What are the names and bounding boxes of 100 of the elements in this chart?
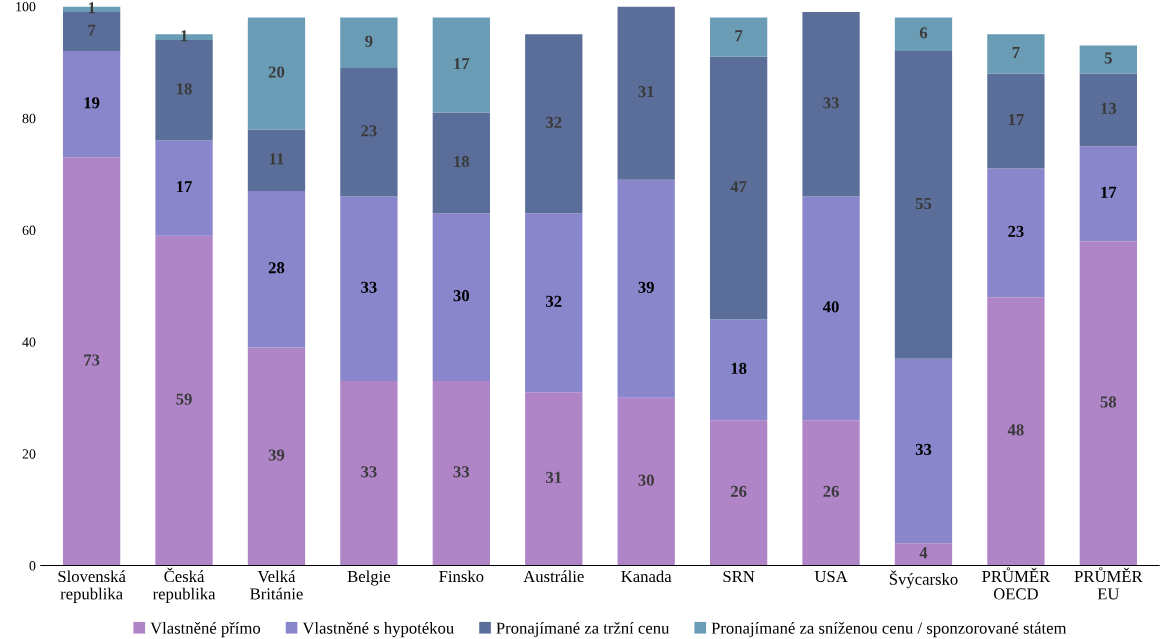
data-label: 30 — [638, 474, 654, 486]
y-tick-label: 20 — [22, 449, 36, 459]
bar — [247, 190, 306, 348]
data-label: 58 — [1100, 396, 1117, 408]
data-label: 26 — [823, 485, 839, 497]
data-label: 40 — [822, 301, 839, 313]
x-tick-label: Belgie — [347, 570, 391, 586]
data-label: 47 — [730, 181, 747, 193]
legend-label: Pronajímané za sníženou cenu / sponzorované státem — [711, 621, 1067, 638]
bar — [340, 381, 398, 566]
legend-label: Pronajímané za tržní cenu — [496, 621, 670, 638]
data-label: 33 — [361, 466, 377, 478]
data-label: 19 — [84, 97, 100, 109]
x-tick-label: Austrálie — [523, 570, 584, 583]
data-label: 18 — [177, 83, 192, 95]
data-label: 48 — [1007, 424, 1024, 436]
data-label: 7 — [1012, 47, 1020, 58]
bar — [155, 235, 213, 566]
data-label: 59 — [176, 393, 192, 405]
bar — [894, 17, 953, 52]
x-tick-label: SRN — [723, 570, 755, 583]
bar — [802, 11, 860, 197]
data-label: 4 — [919, 547, 928, 559]
data-label: 39 — [638, 281, 654, 293]
data-label: 32 — [546, 116, 562, 128]
x-tick-label: USA — [814, 570, 848, 583]
bar — [1079, 146, 1137, 242]
data-label: 13 — [1101, 102, 1117, 114]
data-label: 26 — [730, 485, 747, 497]
bar — [340, 196, 398, 381]
bar — [525, 34, 583, 214]
bar — [802, 420, 860, 566]
bar — [340, 17, 398, 68]
y-tick-label: 60 — [22, 225, 36, 235]
bar — [709, 319, 768, 421]
y-tick-label: 100 — [16, 1, 36, 12]
bar — [617, 6, 675, 180]
data-label: 18 — [731, 362, 747, 374]
data-label: 39 — [268, 449, 285, 461]
x-tick-label: PRŮMĚR EU — [1074, 567, 1143, 600]
data-label: 7 — [735, 30, 743, 42]
data-label: 23 — [361, 125, 377, 137]
data-label: 9 — [365, 35, 373, 47]
bar — [617, 397, 675, 566]
data-label: 55 — [915, 197, 932, 210]
data-label: 33 — [823, 97, 839, 109]
bar — [987, 168, 1045, 298]
bar — [432, 381, 490, 566]
bar — [247, 17, 306, 130]
bar — [709, 17, 768, 57]
x-tick-label: Kanada — [621, 570, 672, 583]
bar — [432, 213, 490, 381]
data-label: 31 — [546, 471, 562, 484]
bar — [62, 157, 121, 566]
x-tick-label: Velká Británie — [250, 570, 303, 600]
bar — [432, 17, 490, 113]
data-label: 23 — [1008, 225, 1024, 238]
y-tick-label: 40 — [22, 337, 36, 347]
data-label: 20 — [268, 66, 285, 78]
data-label: 33 — [915, 443, 932, 456]
bar — [340, 67, 398, 197]
data-label: 17 — [177, 181, 192, 193]
legend-label: Vlastněné s hypotékou — [302, 621, 454, 638]
bar — [525, 213, 583, 393]
data-label: 5 — [1104, 52, 1112, 64]
bar — [62, 51, 121, 158]
bar — [987, 297, 1045, 566]
bar — [802, 196, 860, 421]
data-label: 11 — [269, 153, 284, 165]
x-tick-label: Slovenská republika — [58, 570, 126, 603]
bar — [525, 392, 583, 566]
y-tick-label: 0 — [29, 561, 36, 571]
bar — [987, 73, 1045, 169]
bar — [709, 420, 768, 566]
bar — [247, 129, 306, 191]
data-label: 17 — [1008, 114, 1024, 126]
bar — [1079, 241, 1137, 566]
data-label: 73 — [84, 354, 100, 366]
bar — [709, 56, 768, 320]
data-label: 32 — [546, 295, 562, 307]
bar — [894, 358, 953, 544]
x-tick-label: Švýcarsko — [889, 570, 958, 589]
bar — [894, 543, 953, 566]
data-label: 17 — [1101, 186, 1117, 198]
data-label: 17 — [454, 58, 470, 70]
bar — [894, 51, 953, 359]
bar — [247, 347, 306, 566]
x-tick-label: PRŮMĚR OECD — [982, 567, 1051, 600]
bar — [1079, 73, 1137, 147]
bar — [1079, 45, 1137, 74]
x-tick-label: Finsko — [439, 570, 484, 583]
data-label: 6 — [919, 27, 928, 39]
bar — [617, 179, 675, 398]
legend-label: Vlastněné přímo — [150, 621, 261, 638]
y-tick-label: 80 — [22, 113, 36, 124]
data-label: 33 — [453, 466, 470, 478]
bar — [987, 34, 1045, 74]
data-label: 31 — [638, 86, 654, 98]
data-label: 30 — [453, 290, 470, 302]
x-tick-label: Česká republika — [152, 567, 216, 603]
